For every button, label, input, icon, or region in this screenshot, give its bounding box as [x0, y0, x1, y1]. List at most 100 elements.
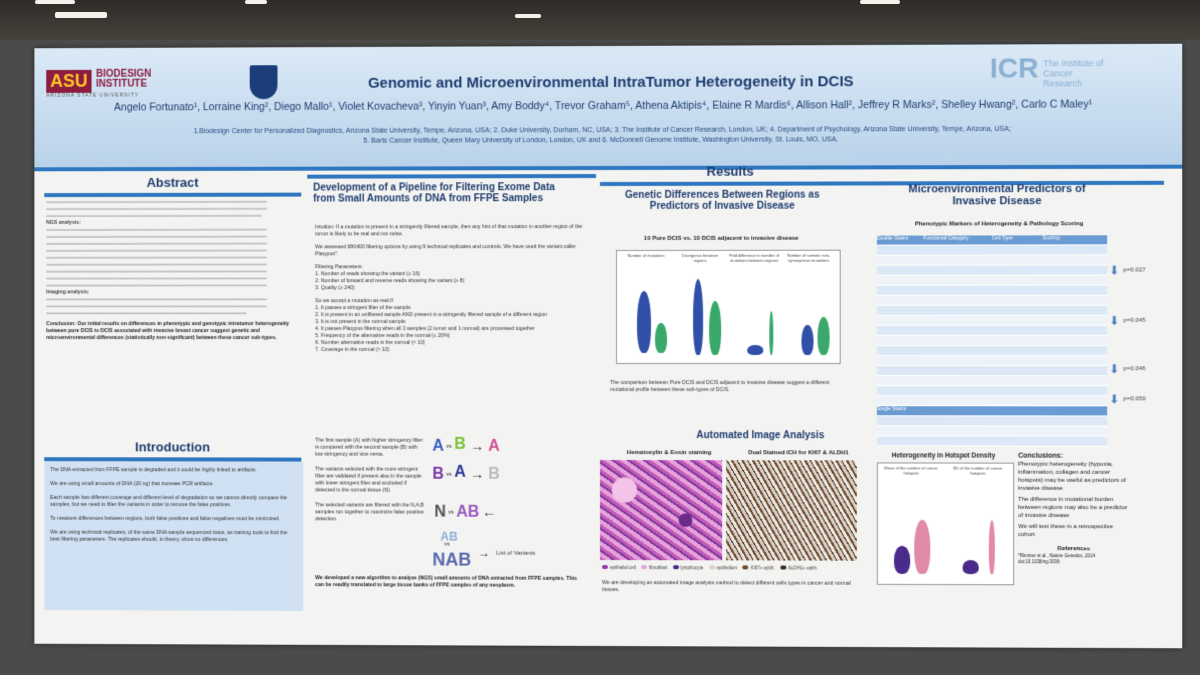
ceiling-light	[35, 0, 75, 4]
results-heading: Results	[670, 164, 790, 179]
panel-title: Divergence between regions	[675, 253, 725, 263]
asu-logo: ASU BIODESIGN INSTITUTE ARIZONA STATE UN…	[46, 70, 184, 99]
scheme-label: A	[488, 438, 500, 456]
column-header: Cell Type	[992, 235, 1043, 244]
pipeline-heading: Development of a Pipeline for Filtering …	[313, 182, 572, 204]
table-header-row: Double Stains Functional Category Cell T…	[877, 235, 1107, 245]
ceiling-light	[860, 0, 900, 4]
legend-swatch	[641, 565, 647, 569]
legend-swatch	[709, 565, 715, 569]
legend-swatch	[743, 565, 749, 569]
legend-label: fibroblast	[649, 565, 667, 570]
poster-title: Genomic and Microenvironmental IntraTumo…	[291, 73, 931, 92]
panel-title: Mean of the number of cancer hotspots	[880, 465, 942, 475]
panel-title: Number of mutations	[621, 253, 671, 258]
filter-param: 3. Quality (≥ 240)	[315, 285, 584, 292]
table-row	[877, 286, 1107, 296]
panel-title: SD of the number of cancer hotspots	[946, 466, 1009, 476]
poster-authors: Angelo Fortunato¹, Lorraine King², Diego…	[74, 98, 1134, 113]
pipeline-assessed: We assessed 680400 filtering options by …	[315, 244, 584, 258]
violin-adjacent-dcis	[709, 301, 721, 355]
down-arrow-icon: ⬇	[1109, 392, 1119, 406]
abstract-conclusion: Conclusion: Our initial results on diffe…	[46, 321, 301, 342]
legend-swatch	[602, 565, 608, 569]
violin-pure-dcis	[747, 345, 763, 355]
table-body: Single Stains	[877, 245, 1107, 446]
violin-adjacent-dcis	[655, 323, 667, 353]
table-row	[877, 276, 1107, 286]
violin-adjacent-dcis	[818, 317, 830, 355]
violin-pure-dcis	[637, 291, 651, 353]
scheme-label: B	[432, 466, 444, 484]
table-row	[877, 346, 1107, 356]
accept-criterion: 5. Frequency of the alternative reads in…	[315, 333, 584, 340]
scheme-paragraph: The variants selected with the more stri…	[315, 467, 424, 495]
p-value: p=0.027	[1123, 267, 1145, 273]
hotspot-heading: Heterogeneity in Hotspot Density	[873, 452, 1014, 459]
markers-table: Double Stains Functional Category Cell T…	[877, 235, 1107, 446]
intro-paragraph: The DNA extracted from FFPE sample is de…	[50, 467, 297, 474]
abstract-body: ▬▬▬▬▬▬▬▬▬▬▬▬▬▬▬▬▬▬▬▬▬▬▬▬▬▬▬▬▬▬▬▬▬▬▬▬▬▬▬▬…	[46, 199, 301, 388]
table-row	[877, 356, 1107, 366]
ihc-title: Dual Stained ICH for KI67 & ALDH1	[728, 450, 869, 456]
panel-title: Number of somatic non-synonymous mutatio…	[783, 253, 833, 263]
down-arrow-icon: ⬇	[1109, 362, 1119, 376]
scheme-label: AB	[456, 504, 479, 522]
legend-swatch	[673, 565, 679, 569]
ceiling-light	[55, 12, 107, 18]
single-stains-label: Single Stains	[877, 406, 906, 412]
table-row	[877, 436, 1107, 446]
violin-adjacent-dcis	[914, 520, 930, 574]
asu-logo-mark: ASU	[46, 70, 91, 93]
ihc-staining-image	[726, 460, 857, 561]
table-row	[877, 255, 1107, 265]
intro-paragraph: We are using technical replicates, of th…	[50, 530, 297, 545]
table-row	[877, 396, 1107, 406]
table-row	[877, 296, 1107, 306]
legend-label: lymphocyte	[681, 565, 704, 570]
column-header: Double Stains	[877, 236, 923, 245]
asu-logo-name: BIODESIGN INSTITUTE	[96, 70, 165, 90]
violin-pure-dcis	[894, 546, 910, 574]
image-legend: epithelial cell fibroblast lymphocyte ep…	[602, 564, 863, 572]
accept-criterion: 6. Number alternative reads in the norma…	[315, 340, 584, 347]
reference-item: *Rimmer et al., Nature Genetics, 2014 do…	[1018, 553, 1129, 565]
he-title: Hematoxylin & Eosin staining	[604, 450, 734, 456]
scheme-label: B	[488, 466, 500, 484]
scheme-label: N	[434, 504, 446, 522]
scheme-paragraph: The first sample (A) with higher stringe…	[315, 438, 424, 459]
conclusion-item: We will test these in a retrospective co…	[1018, 523, 1129, 539]
legend-label: epithelial cell	[610, 565, 636, 570]
icr-logo-mark: ICR	[990, 52, 1039, 84]
icr-logo: ICR The Institute of Cancer Research	[990, 52, 1142, 89]
image-caption: We are developing an automated image ana…	[602, 580, 859, 595]
asu-logo-subtitle: ARIZONA STATE UNIVERSITY	[46, 92, 184, 98]
icr-logo-name: The Institute of Cancer Research	[1043, 58, 1114, 88]
pipeline-heading-bar	[307, 174, 596, 179]
scheme-arrow: →	[478, 546, 490, 560]
scheme-label: A	[432, 438, 444, 456]
scheme-paragraph: The selected variants are filtered with …	[315, 502, 424, 523]
panel-title: Fold difference in number of mutations b…	[729, 253, 779, 263]
abstract-heading: Abstract	[74, 175, 272, 190]
references-heading: References	[1018, 545, 1129, 553]
table-row	[877, 326, 1107, 336]
table-row	[877, 386, 1107, 396]
scheme-arrow: ←	[482, 504, 496, 520]
legend-swatch	[780, 566, 786, 570]
p-value: p=0.046	[1123, 366, 1145, 372]
legend-label: epithelium	[717, 565, 738, 570]
table-row	[877, 426, 1107, 436]
scheme-label: vs	[446, 472, 452, 478]
research-poster: ASU BIODESIGN INSTITUTE ARIZONA STATE UN…	[34, 44, 1182, 649]
imaging-analysis-label: Imaging analysis:	[46, 289, 89, 295]
poster-affiliations: 1.Biodesign Center for Personalized Diag…	[94, 125, 1114, 148]
intro-paragraph: To measure differences between regions, …	[50, 516, 297, 524]
violin-adjacent-dcis	[769, 311, 773, 355]
scheme-label: vs	[448, 510, 454, 516]
poster-header: ASU BIODESIGN INSTITUTE ARIZONA STATE UN…	[34, 44, 1182, 172]
intro-paragraph: Each sample has different coverage and d…	[50, 495, 297, 509]
column-header: Scoring	[1042, 235, 1107, 244]
genetic-heading: Genetic Differences Between Regions as P…	[604, 190, 841, 212]
conclusion-item: The difference in mutational burden betw…	[1018, 496, 1129, 520]
